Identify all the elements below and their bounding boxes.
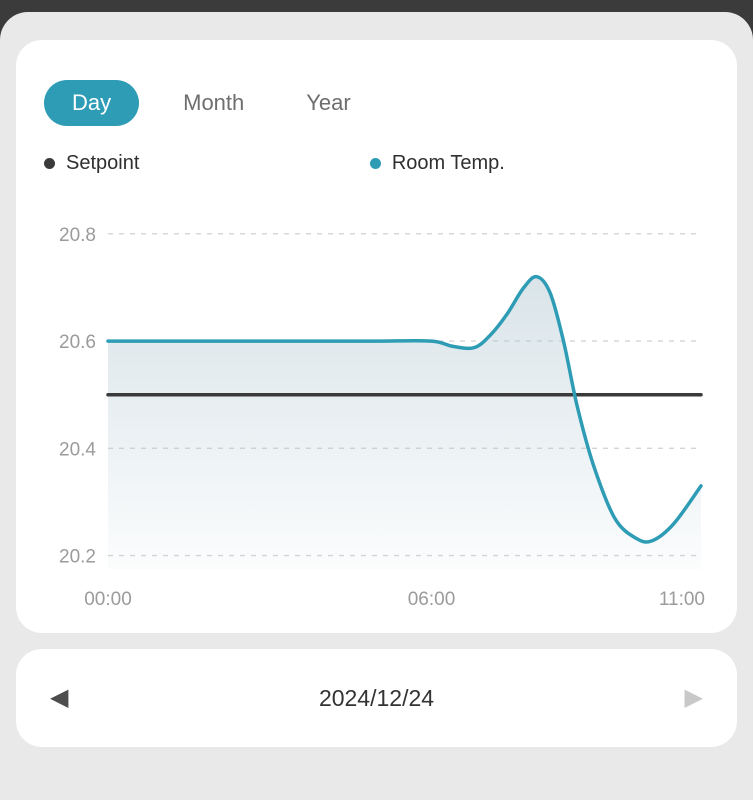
room-temp-area — [108, 276, 701, 569]
legend-label-room-temp: Room Temp. — [391, 152, 505, 174]
y-axis-label: 20.6 — [59, 332, 96, 353]
next-day-button[interactable]: ▶ — [679, 680, 709, 716]
tab-day[interactable]: Day — [44, 80, 140, 126]
chart-card: Day Month Year Setpoint Room Temp. 20.2 2… — [16, 40, 737, 633]
time-range-tabs: Day Month Year — [44, 80, 709, 126]
y-axis-label: 20.2 — [59, 547, 96, 568]
room-temp-line — [106, 274, 703, 544]
current-date: 2024/12/24 — [318, 684, 435, 711]
x-axis-label: 00:00 — [84, 589, 132, 610]
x-axis-label: 06:00 — [408, 589, 456, 610]
content-sheet: Day Month Year Setpoint Room Temp. 20.2 2… — [0, 12, 753, 800]
chart-legend: Setpoint Room Temp. — [44, 152, 709, 175]
setpoint-dot-icon — [44, 158, 55, 169]
room-temp-dot-icon — [369, 158, 381, 169]
x-axis-label: 11:00 — [659, 589, 705, 610]
tab-month[interactable]: Month — [165, 80, 262, 126]
legend-item-setpoint: Setpoint — [44, 152, 370, 175]
tab-year[interactable]: Year — [288, 80, 368, 126]
legend-item-room-temp: Room Temp. — [369, 152, 505, 175]
y-axis-label: 20.8 — [59, 225, 96, 246]
temperature-chart: 20.2 20.4 20.6 20.8 00:00 06:00 11:00 — [44, 179, 709, 619]
chart-svg: 20.2 20.4 20.6 20.8 00:00 06:00 11:00 — [59, 225, 705, 610]
y-axis-label: 20.4 — [59, 439, 96, 460]
previous-day-button[interactable]: ◀ — [44, 680, 74, 716]
date-navigator: ◀ 2024/12/24 ▶ — [16, 649, 737, 747]
legend-label-setpoint: Setpoint — [66, 152, 140, 174]
